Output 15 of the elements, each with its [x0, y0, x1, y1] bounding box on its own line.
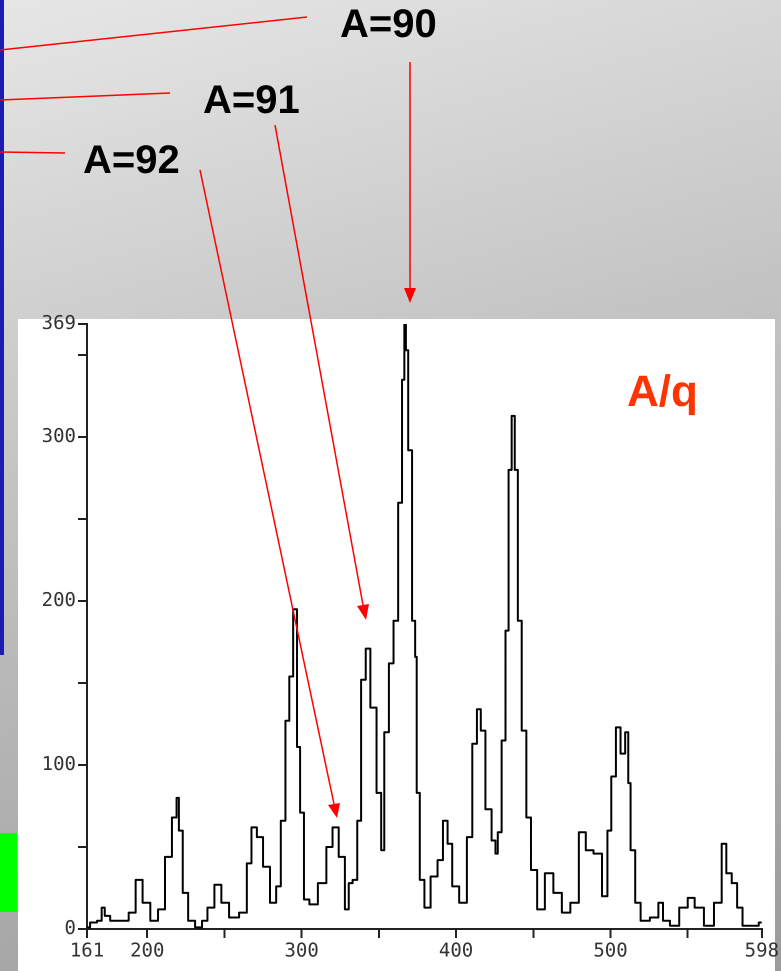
- x-tick-label: 161: [70, 939, 104, 962]
- y-tick-label: 300: [42, 425, 76, 448]
- text: A=91: [203, 78, 300, 122]
- y-tick-label: 369: [42, 312, 76, 334]
- x-tick-label: 598: [744, 939, 780, 962]
- y-tick-label: 0: [64, 916, 76, 939]
- y-tick-label: 100: [42, 752, 76, 775]
- x-tick-label: 400: [438, 939, 474, 962]
- y-tick-label: 200: [42, 589, 76, 612]
- text: A=92: [83, 138, 180, 182]
- text: A=90: [340, 2, 437, 46]
- annotation: A/q: [627, 367, 698, 416]
- x-tick-label: 300: [284, 939, 319, 962]
- x-tick-label: 500: [593, 939, 628, 962]
- x-tick-label: 200: [130, 939, 164, 962]
